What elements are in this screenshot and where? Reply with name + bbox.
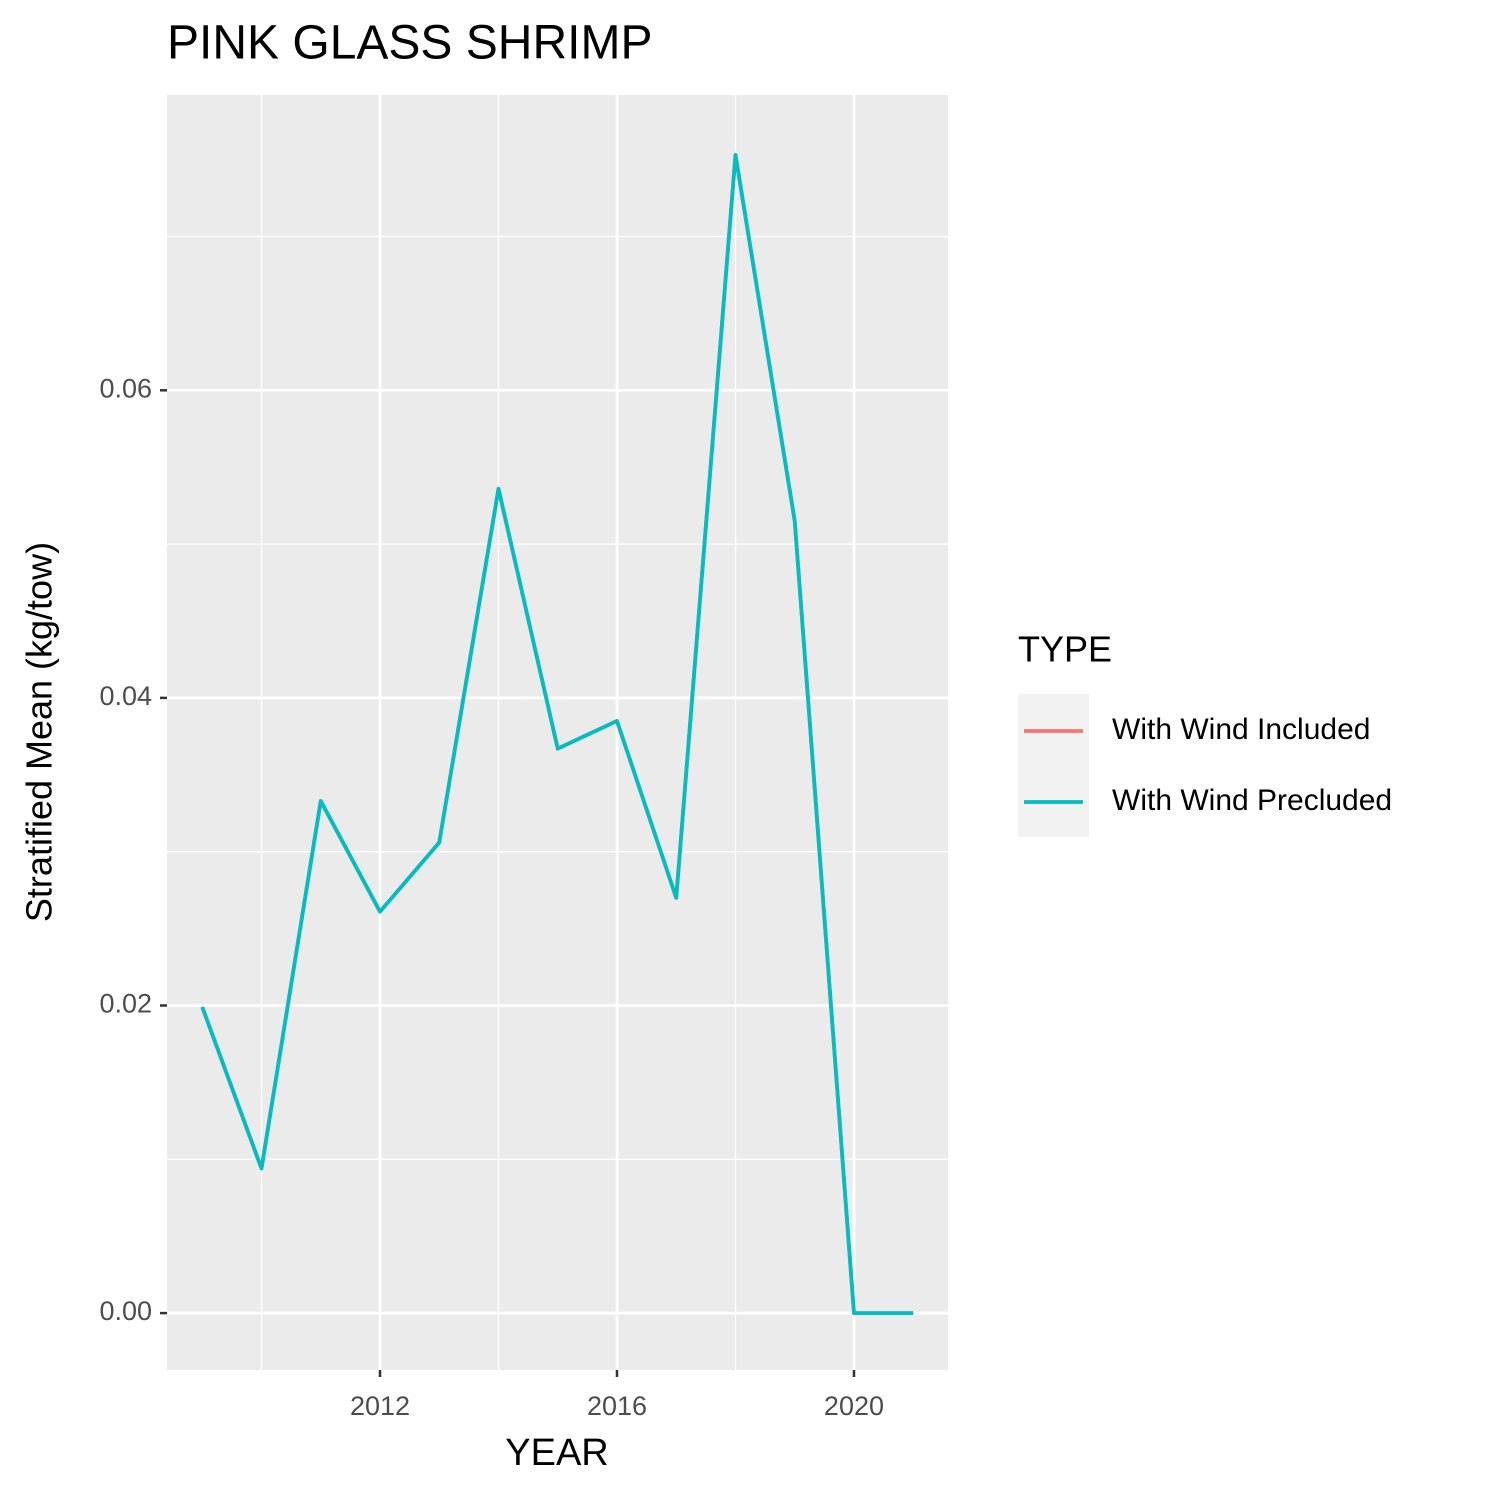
legend-label: With Wind Included bbox=[1112, 713, 1370, 746]
y-tick-label: 0.04 bbox=[99, 681, 152, 711]
x-tick-label: 2016 bbox=[587, 1391, 647, 1421]
x-tick-label: 2012 bbox=[350, 1391, 410, 1421]
x-axis-title: YEAR bbox=[505, 1432, 608, 1474]
y-tick-label: 0.02 bbox=[99, 989, 152, 1019]
chart-title: PINK GLASS SHRIMP bbox=[167, 17, 652, 70]
data-line bbox=[200, 153, 914, 1315]
plot-panel bbox=[167, 95, 948, 1370]
legend-key-background bbox=[1018, 694, 1089, 837]
x-tick-label: 2020 bbox=[824, 1391, 884, 1421]
legend-label: With Wind Precluded bbox=[1112, 784, 1392, 817]
y-axis-title: Stratified Mean (kg/tow) bbox=[19, 542, 60, 922]
y-tick-label: 0.00 bbox=[99, 1296, 152, 1326]
y-tick-label: 0.06 bbox=[99, 373, 152, 403]
legend-title: TYPE bbox=[1018, 629, 1112, 670]
